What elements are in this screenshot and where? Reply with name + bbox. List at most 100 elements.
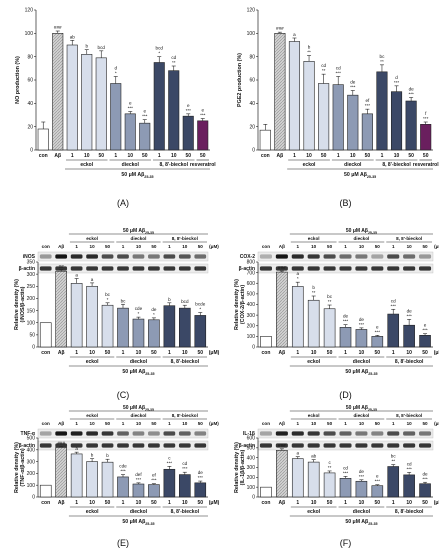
blot-row-label: COX-2	[240, 254, 256, 260]
significance-label: ***	[391, 303, 397, 308]
group-label: eckol	[303, 162, 316, 168]
bar	[117, 307, 129, 348]
y-tick-label: 100	[25, 31, 34, 37]
x-category-label: 10	[311, 350, 317, 356]
significance-label: bc	[391, 454, 397, 459]
bar	[132, 483, 145, 498]
blot-band	[178, 266, 191, 271]
bar	[55, 447, 67, 498]
bar	[276, 271, 288, 348]
y-tick-label: 400	[247, 455, 256, 461]
y-tick-label: 500	[27, 436, 36, 442]
blot-band	[291, 443, 304, 448]
blot-band	[403, 431, 416, 436]
blot-lane-label: 1	[168, 421, 171, 426]
blot-band	[101, 254, 114, 259]
significance-label: **	[380, 59, 384, 64]
bar	[101, 461, 114, 498]
blot-row-label: TNF-α	[21, 431, 36, 437]
significance-label: ***	[200, 113, 206, 118]
y-axis-label: Relative density (%)(IL-1β/β-actin)	[234, 442, 246, 493]
x-category-label: 1	[122, 500, 125, 506]
significance-label: ***	[343, 470, 349, 475]
x-category-label: 50	[423, 153, 429, 159]
blot-band	[323, 254, 336, 259]
significance-label: b	[106, 453, 109, 458]
significance-label: e	[376, 474, 379, 479]
blot-band	[403, 266, 416, 271]
blot-band	[371, 431, 384, 436]
y-tick-label: 400	[27, 448, 36, 454]
x-category-label: 50	[200, 153, 206, 159]
bar	[163, 305, 176, 348]
treatment-label: 50 μM Aβ25-35	[122, 519, 154, 526]
blot-lane-label: 1	[344, 244, 347, 249]
x-category-label: 50	[98, 153, 104, 159]
significance-label: d	[114, 66, 117, 71]
group-label: resveratrol	[413, 162, 439, 168]
blot-band	[101, 266, 114, 271]
bar	[117, 476, 129, 498]
significance-label: ***	[423, 116, 429, 121]
x-category-label: 1	[344, 500, 347, 506]
y-tick-label: 0	[32, 345, 35, 351]
y-tick-label: 600	[247, 436, 256, 442]
x-category-label: 1	[296, 350, 299, 356]
x-category-label: 1	[71, 153, 74, 159]
significance-label: ***	[406, 466, 412, 471]
significance-label: ***	[408, 92, 414, 97]
blot-lane-label: 10	[90, 421, 96, 426]
significance-label: ***	[120, 469, 126, 474]
y-tick-label: 100	[27, 320, 36, 326]
bar	[420, 124, 432, 151]
blot-lane-label: 50	[198, 244, 204, 249]
bar	[194, 482, 207, 498]
x-category-label: 50	[197, 350, 203, 356]
bar	[148, 319, 160, 348]
y-axis-label: Relative density (%)(TNF-α/β-actin)	[14, 442, 26, 493]
blot-group-label: dieckol	[131, 413, 147, 418]
blot-band	[291, 266, 304, 271]
y-tick-label: 0	[32, 495, 35, 501]
significance-label: *	[153, 312, 155, 317]
blot-band	[259, 443, 272, 448]
blot-group-label: dieckol	[353, 413, 369, 418]
significance-label: a	[296, 451, 299, 456]
significance-label: b	[312, 285, 315, 290]
significance-label: cd	[336, 66, 341, 71]
y-tick-label: 0	[30, 148, 33, 154]
blot-band	[101, 431, 114, 436]
unit-label: (μM)	[209, 350, 220, 356]
bar	[276, 449, 288, 498]
y-tick-label: 60	[27, 78, 33, 84]
x-category-label: Aβ	[54, 153, 61, 159]
blot-band	[117, 443, 129, 448]
x-category-label: con	[262, 500, 271, 506]
blot-band	[132, 443, 145, 448]
significance-label: *	[107, 297, 109, 302]
significance-label: e	[143, 109, 146, 114]
bar	[260, 336, 272, 348]
bar	[318, 83, 330, 151]
blot-band	[117, 431, 129, 436]
bar	[153, 62, 165, 151]
panel-a: 0 20 40 60 80 100 120 NO production (%) con ### Aβ…	[15, 8, 216, 208]
significance-label: ***	[375, 329, 381, 334]
x-category-label: 10	[89, 350, 95, 356]
blot-header: 50 μM Aβ25-35	[123, 405, 154, 412]
bar	[371, 485, 384, 498]
group-label: eckol	[86, 359, 99, 365]
y-tick-label: 20	[249, 124, 255, 130]
bar	[332, 84, 344, 151]
y-tick-label: 50	[29, 333, 35, 339]
unit-label: (μM)	[434, 500, 439, 506]
blot-band	[371, 266, 384, 271]
significance-label: b	[91, 453, 94, 458]
x-category-label: 1	[381, 153, 384, 159]
y-tick-label: 80	[27, 54, 33, 60]
y-tick-label: 700	[247, 270, 256, 276]
blot-lane-label: 1	[75, 421, 78, 426]
blot-band	[355, 266, 368, 271]
blot-band	[86, 443, 98, 448]
bar	[168, 70, 180, 151]
